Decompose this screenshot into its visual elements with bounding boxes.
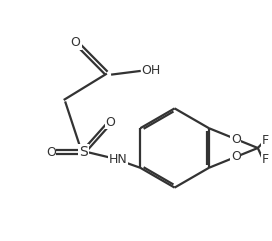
Text: O: O: [231, 150, 241, 163]
Text: O: O: [71, 35, 81, 48]
Text: F: F: [262, 154, 269, 166]
Text: S: S: [79, 145, 88, 159]
Text: OH: OH: [142, 63, 161, 76]
Text: O: O: [105, 115, 115, 128]
Text: O: O: [231, 133, 241, 146]
Text: HN: HN: [109, 154, 127, 166]
Text: O: O: [46, 146, 56, 159]
Text: F: F: [262, 134, 269, 147]
